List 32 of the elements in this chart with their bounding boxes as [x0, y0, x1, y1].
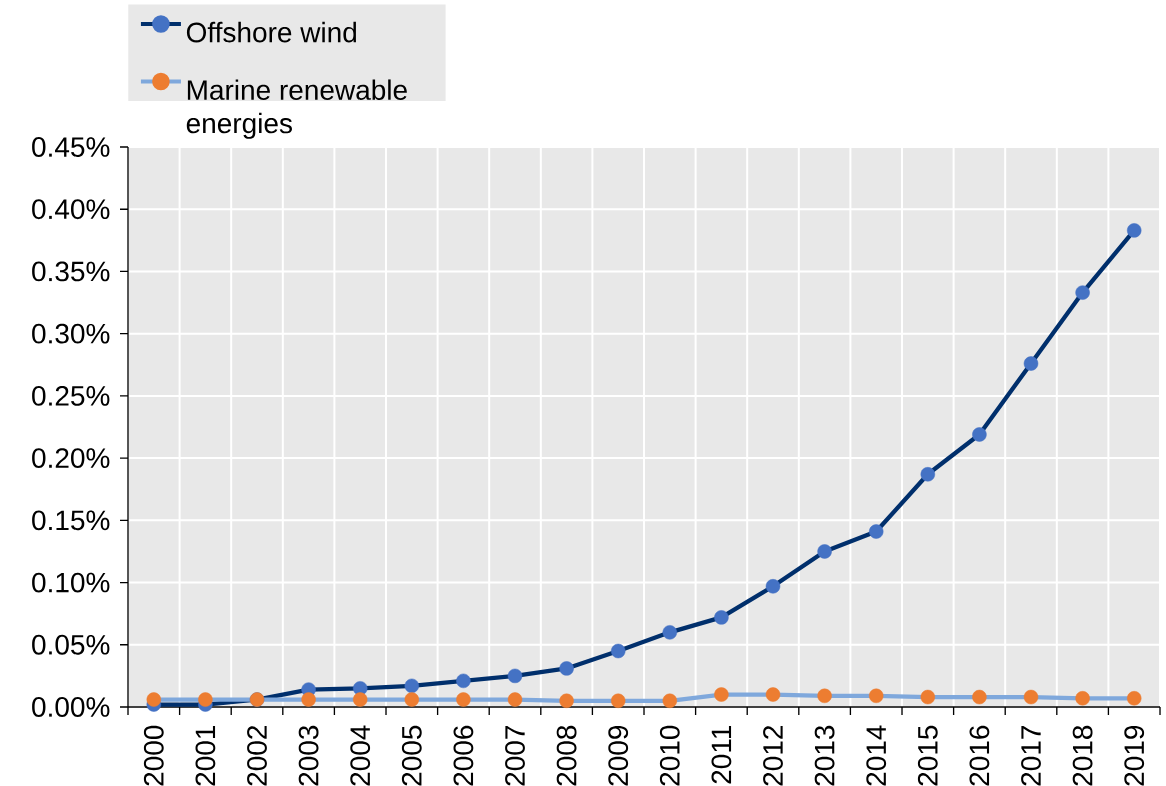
- x-tick-label: 2003: [298, 725, 319, 786]
- y-tick-label: 0.20%: [32, 448, 110, 469]
- x-tick-label: 2019: [1124, 725, 1145, 786]
- x-tick-label: 2011: [711, 725, 732, 784]
- x-tick-label: 2008: [556, 725, 577, 786]
- x-tick-label: 2005: [401, 725, 422, 786]
- y-tick-label: 0.35%: [32, 261, 110, 282]
- x-tick-label: 2004: [350, 725, 371, 786]
- x-tick-label: 2001: [195, 725, 216, 786]
- legend-label: Marine renewable energies: [186, 79, 407, 139]
- y-tick-label: 0.25%: [32, 385, 110, 406]
- x-tick-label: 2009: [608, 725, 629, 786]
- y-tick-label: 0.00%: [32, 697, 110, 717]
- y-tick-label: 0.40%: [32, 199, 110, 220]
- x-tick-label: 2000: [143, 725, 164, 786]
- x-tick-label: 2018: [1072, 725, 1093, 786]
- x-tick-label: 2017: [1021, 726, 1041, 786]
- y-tick-label: 0.15%: [32, 510, 110, 531]
- y-tick-label: 0.45%: [32, 137, 110, 157]
- x-tick-label: 2015: [917, 725, 938, 786]
- y-tick-label: 0.10%: [32, 572, 110, 593]
- x-tick-label: 2013: [814, 725, 835, 786]
- x-tick-label: 2002: [247, 726, 267, 786]
- x-tick-label: 2006: [453, 725, 474, 786]
- x-tick-label: 2010: [659, 725, 680, 786]
- y-tick-label: 0.05%: [32, 634, 110, 655]
- x-tick-label: 2016: [969, 725, 990, 786]
- legend-label: Offshore wind: [186, 21, 356, 43]
- y-tick-label: 0.30%: [32, 323, 110, 344]
- x-tick-label: 2012: [763, 726, 783, 786]
- x-tick-label: 2007: [505, 726, 525, 786]
- x-tick-label: 2014: [866, 725, 887, 786]
